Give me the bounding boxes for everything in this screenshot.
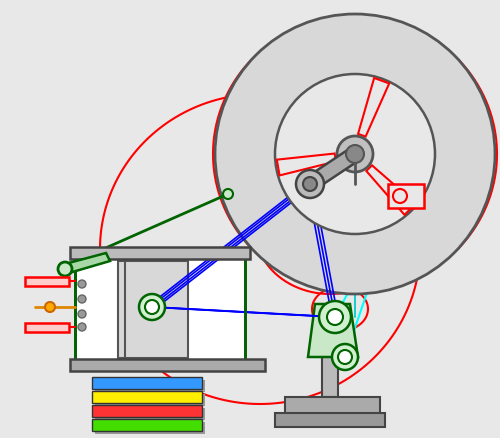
Bar — [70, 247, 250, 259]
Bar — [92, 377, 202, 389]
Bar — [95, 408, 205, 420]
Bar — [95, 394, 205, 406]
Bar — [275, 413, 385, 427]
Circle shape — [346, 146, 364, 164]
Circle shape — [223, 190, 233, 200]
Polygon shape — [277, 154, 336, 176]
Circle shape — [303, 177, 317, 191]
Polygon shape — [308, 304, 358, 357]
Circle shape — [78, 295, 86, 303]
Circle shape — [45, 302, 55, 312]
Bar — [322, 344, 338, 397]
Circle shape — [319, 301, 351, 333]
Circle shape — [275, 75, 435, 234]
Circle shape — [296, 171, 324, 198]
Bar — [285, 397, 380, 415]
Bar — [92, 391, 202, 403]
Bar — [92, 419, 202, 431]
Circle shape — [327, 309, 343, 325]
Bar — [95, 422, 205, 434]
Polygon shape — [366, 166, 416, 215]
Circle shape — [139, 294, 165, 320]
Bar — [118, 261, 188, 358]
Circle shape — [393, 190, 407, 204]
Polygon shape — [61, 254, 110, 273]
Polygon shape — [304, 150, 361, 190]
Bar — [75, 258, 245, 362]
Circle shape — [337, 137, 373, 173]
Circle shape — [78, 323, 86, 331]
Circle shape — [145, 300, 159, 314]
Circle shape — [78, 280, 86, 288]
Bar — [388, 184, 424, 208]
Bar — [75, 258, 245, 362]
Circle shape — [58, 262, 72, 276]
Bar — [95, 380, 205, 392]
Polygon shape — [358, 79, 389, 137]
Circle shape — [215, 15, 495, 294]
Bar — [92, 405, 202, 417]
Bar — [25, 277, 69, 286]
Circle shape — [332, 344, 358, 370]
Circle shape — [338, 350, 352, 364]
Bar — [70, 359, 265, 371]
Circle shape — [78, 310, 86, 318]
Bar — [25, 323, 69, 332]
